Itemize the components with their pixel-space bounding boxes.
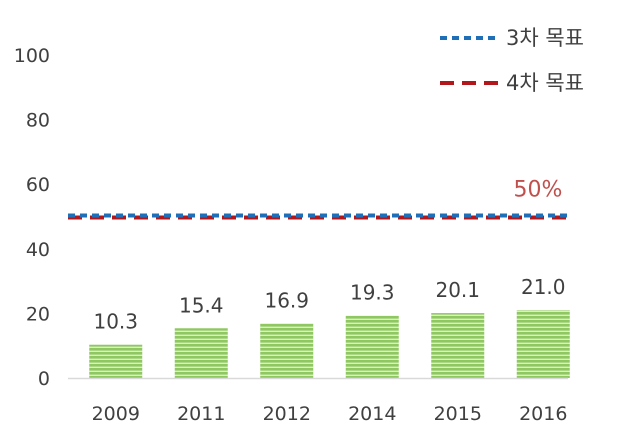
- bar-value-label: 19.3: [350, 281, 395, 305]
- y-tick-label: 40: [26, 239, 50, 261]
- bars: [89, 310, 570, 378]
- y-tick-label: 20: [26, 303, 50, 325]
- bar: [516, 310, 570, 378]
- legend-label-3: 3차 목표: [506, 26, 584, 50]
- y-axis: 0 20 40 60 80 100: [14, 45, 50, 390]
- bar: [431, 313, 485, 378]
- bar-value-label: 16.9: [264, 288, 309, 312]
- bar: [260, 323, 314, 378]
- target-value-label: 50%: [514, 178, 563, 203]
- bar: [89, 344, 143, 378]
- legend-label-4: 4차 목표: [506, 71, 584, 95]
- bar-value-label: 10.3: [93, 310, 138, 334]
- x-tick-label: 2015: [434, 403, 482, 425]
- x-tick-label: 2009: [92, 403, 140, 425]
- x-tick-label: 2014: [348, 403, 396, 425]
- x-axis: 2009 2011 2012 2014 2015 2016: [68, 377, 568, 425]
- bar-value-label: 21.0: [521, 275, 566, 299]
- x-tick-label: 2011: [177, 403, 225, 425]
- y-tick-label: 0: [38, 368, 50, 390]
- bar-value-label: 20.1: [435, 278, 480, 302]
- data-labels: 10.3 15.4 16.9 19.3 20.1 21.0: [93, 275, 565, 334]
- y-tick-label: 80: [26, 110, 50, 132]
- y-tick-label: 60: [26, 174, 50, 196]
- bar: [345, 315, 399, 378]
- target-lines: 50%: [68, 178, 568, 220]
- legend: 3차 목표 4차 목표: [440, 26, 584, 95]
- x-tick-label: 2016: [519, 403, 567, 425]
- bar: [174, 328, 228, 378]
- y-tick-label: 100: [14, 45, 50, 67]
- bar-value-label: 15.4: [179, 293, 224, 317]
- x-tick-label: 2012: [263, 403, 311, 425]
